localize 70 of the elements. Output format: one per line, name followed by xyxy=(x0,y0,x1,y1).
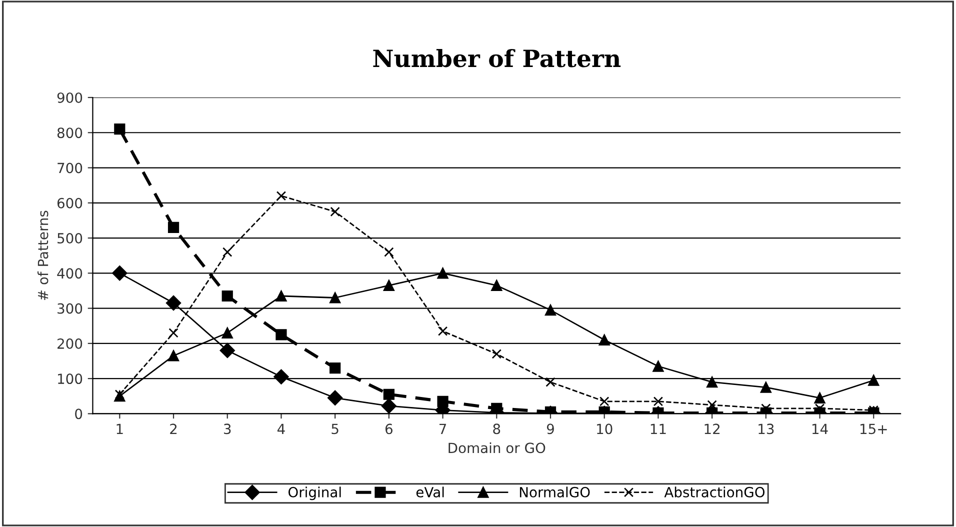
y-axis-title: # of Patterns xyxy=(38,210,48,300)
point xyxy=(599,396,610,406)
x-tick-label: 9 xyxy=(546,424,554,434)
point xyxy=(868,374,880,386)
point xyxy=(276,329,287,340)
legend-label: AbstractionGO xyxy=(664,486,765,498)
y-tick-label: 800 xyxy=(57,128,82,138)
y-tick-label: 200 xyxy=(58,338,82,349)
y-tick-label: 700 xyxy=(58,162,82,174)
point xyxy=(222,327,233,338)
x-tick-label: 12 xyxy=(704,424,720,434)
legend-label: Original xyxy=(288,486,341,500)
legend-label: eVal xyxy=(416,486,444,498)
point xyxy=(598,334,610,346)
point xyxy=(114,390,125,400)
point xyxy=(168,222,180,234)
point xyxy=(168,328,178,338)
x-tick-label: 15+ xyxy=(860,424,887,434)
point xyxy=(760,382,772,393)
point xyxy=(112,266,128,281)
point xyxy=(220,342,235,358)
point xyxy=(168,350,180,362)
point xyxy=(276,290,287,302)
point xyxy=(706,376,718,388)
point xyxy=(222,247,232,257)
chart-title: Number of Pattern xyxy=(373,49,621,68)
point xyxy=(114,124,126,135)
point xyxy=(653,396,664,406)
x-tick-label: 1 xyxy=(116,424,123,434)
point xyxy=(330,206,340,217)
point xyxy=(274,369,289,384)
point xyxy=(330,362,341,374)
point xyxy=(384,247,394,257)
x-tick-label: 11 xyxy=(650,424,666,434)
point xyxy=(381,398,397,414)
x-tick-label: 3 xyxy=(224,424,231,434)
x-axis-title: Domain or GO xyxy=(448,442,546,454)
y-tick-label: 600 xyxy=(57,198,82,208)
point xyxy=(546,377,556,387)
point xyxy=(383,388,394,400)
point xyxy=(544,304,556,316)
x-tick-label: 2 xyxy=(170,424,177,434)
y-tick-label: 100 xyxy=(58,374,82,384)
y-tick-label: 500 xyxy=(58,232,82,244)
point xyxy=(814,392,826,404)
x-tick-label: 13 xyxy=(758,424,774,434)
y-tick-label: 300 xyxy=(58,303,82,314)
x-tick-label: 14 xyxy=(812,424,828,434)
point xyxy=(437,396,448,407)
y-tick-label: 400 xyxy=(57,268,82,279)
point xyxy=(438,326,448,336)
point xyxy=(222,290,233,302)
x-tick-label: 4 xyxy=(277,424,285,434)
x-tick-label: 6 xyxy=(385,424,392,434)
point xyxy=(276,191,286,201)
point xyxy=(383,280,394,292)
point xyxy=(166,295,182,311)
x-tick-label: 8 xyxy=(493,424,500,434)
x-tick-label: 10 xyxy=(597,424,612,434)
point xyxy=(491,280,502,292)
y-tick-label: 900 xyxy=(57,92,82,103)
legend-label: NormalGO xyxy=(520,486,590,498)
x-tick-label: 7 xyxy=(440,424,446,434)
point xyxy=(652,360,664,372)
point xyxy=(330,292,341,304)
point xyxy=(328,390,343,406)
point xyxy=(492,349,502,359)
point xyxy=(437,268,448,279)
y-tick-label: 0 xyxy=(75,408,82,420)
x-tick-label: 5 xyxy=(332,424,338,434)
